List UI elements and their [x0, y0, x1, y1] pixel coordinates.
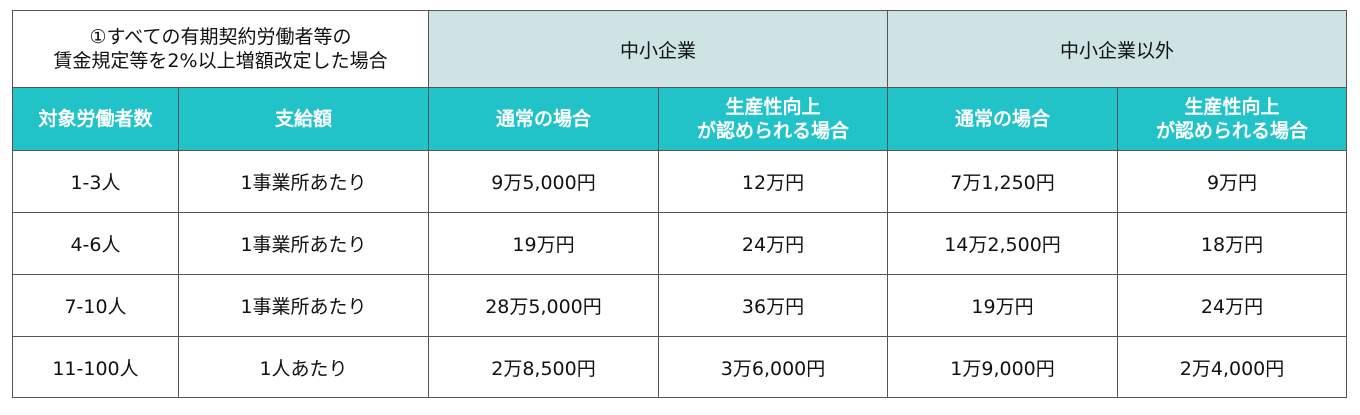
cell-non-sme-normal: 19万円 — [887, 274, 1119, 337]
table-row: 11-100人 1人あたり 2万8,500円 3万6,000円 1万9,000円… — [12, 336, 1348, 398]
cell-workers: 1-3人 — [12, 150, 179, 213]
header-productivity-line-2: が認められる場合 — [1156, 120, 1309, 142]
group-header-non-sme: 中小企業以外 — [887, 10, 1348, 88]
table-row: 1-3人 1事業所あたり 9万5,000円 12万円 7万1,250円 9万円 — [12, 150, 1348, 213]
cell-workers: 7-10人 — [12, 274, 179, 337]
cell-workers: 4-6人 — [12, 212, 179, 275]
header-non-sme-normal: 通常の場合 — [887, 87, 1119, 151]
cell-workers: 11-100人 — [12, 336, 179, 398]
header-workers: 対象労働者数 — [12, 87, 179, 151]
cell-unit: 1事業所あたり — [178, 212, 429, 275]
cell-sme-normal: 19万円 — [428, 212, 659, 275]
header-productivity-line-1: 生産性向上 — [725, 96, 821, 118]
cell-non-sme-productivity: 9万円 — [1117, 150, 1348, 213]
header-sme-normal: 通常の場合 — [428, 87, 659, 151]
cell-sme-normal: 2万8,500円 — [428, 336, 659, 398]
condition-line-2: 賃金規定等を2%以上増額改定した場合 — [53, 50, 388, 72]
cell-non-sme-productivity: 24万円 — [1117, 274, 1348, 337]
header-payment: 支給額 — [178, 87, 429, 151]
header-productivity-line-2: が認められる場合 — [697, 120, 850, 142]
cell-unit: 1事業所あたり — [178, 274, 429, 337]
cell-sme-productivity: 24万円 — [657, 212, 889, 275]
group-header-sme: 中小企業 — [427, 10, 889, 88]
cell-sme-productivity: 12万円 — [657, 150, 889, 213]
group-header-row: ①すべての有期契約労働者等の 賃金規定等を2%以上増額改定した場合 中小企業 中… — [12, 10, 1348, 88]
column-header-row: 対象労働者数 支給額 通常の場合 生産性向上 が認められる場合 通常の場合 生産… — [12, 87, 1348, 151]
header-productivity-line-1: 生産性向上 — [1184, 96, 1280, 118]
header-sme-productivity: 生産性向上 が認められる場合 — [657, 87, 889, 151]
cell-non-sme-productivity: 2万4,000円 — [1117, 336, 1348, 398]
condition-description: ①すべての有期契約労働者等の 賃金規定等を2%以上増額改定した場合 — [12, 10, 429, 88]
condition-line-1: ①すべての有期契約労働者等の — [89, 26, 352, 48]
cell-sme-normal: 9万5,000円 — [428, 150, 659, 213]
cell-sme-productivity: 36万円 — [657, 274, 889, 337]
cell-non-sme-normal: 7万1,250円 — [887, 150, 1119, 213]
subsidy-table: ①すべての有期契約労働者等の 賃金規定等を2%以上増額改定した場合 中小企業 中… — [12, 10, 1348, 398]
cell-unit: 1人あたり — [178, 336, 429, 398]
cell-non-sme-productivity: 18万円 — [1117, 212, 1348, 275]
table-row: 4-6人 1事業所あたり 19万円 24万円 14万2,500円 18万円 — [12, 212, 1348, 275]
cell-sme-normal: 28万5,000円 — [428, 274, 659, 337]
cell-non-sme-normal: 1万9,000円 — [887, 336, 1119, 398]
cell-sme-productivity: 3万6,000円 — [657, 336, 889, 398]
cell-unit: 1事業所あたり — [178, 150, 429, 213]
subsidy-table-container: ①すべての有期契約労働者等の 賃金規定等を2%以上増額改定した場合 中小企業 中… — [12, 10, 1348, 398]
table-row: 7-10人 1事業所あたり 28万5,000円 36万円 19万円 24万円 — [12, 274, 1348, 337]
cell-non-sme-normal: 14万2,500円 — [887, 212, 1119, 275]
header-non-sme-productivity: 生産性向上 が認められる場合 — [1117, 87, 1348, 151]
